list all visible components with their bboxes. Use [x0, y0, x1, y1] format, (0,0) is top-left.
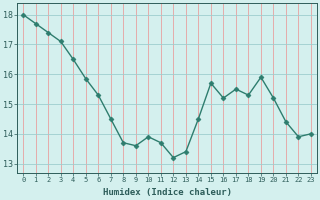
- X-axis label: Humidex (Indice chaleur): Humidex (Indice chaleur): [103, 188, 232, 197]
